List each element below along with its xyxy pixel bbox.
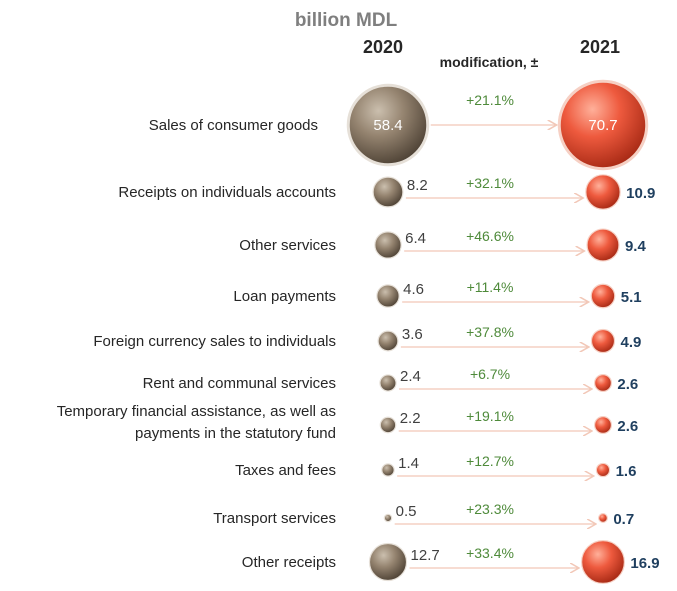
change-label: +46.6% bbox=[466, 228, 514, 244]
change-label: +33.4% bbox=[466, 545, 514, 561]
category-label: Other services bbox=[239, 237, 336, 254]
value-2021: 1.6 bbox=[616, 463, 637, 480]
change-label: +19.1% bbox=[466, 408, 514, 424]
value-2020: 12.7 bbox=[411, 547, 440, 564]
category-label: Other receipts bbox=[242, 554, 336, 571]
bubble-2021 bbox=[595, 375, 612, 392]
change-label: +6.7% bbox=[470, 366, 510, 382]
category-label: Receipts on individuals accounts bbox=[118, 184, 336, 201]
value-2021: 16.9 bbox=[630, 555, 659, 572]
bubble-2021 bbox=[591, 284, 614, 307]
bubble-2020 bbox=[378, 331, 398, 351]
value-2021: 0.7 bbox=[613, 511, 634, 528]
bubble-2020 bbox=[369, 543, 406, 580]
value-2020: 58.4 bbox=[373, 117, 402, 134]
header-2021: 2021 bbox=[580, 37, 620, 57]
category-label: Foreign currency sales to individuals bbox=[93, 333, 336, 350]
value-2020: 6.4 bbox=[405, 230, 426, 247]
category-label: payments in the statutory fund bbox=[135, 425, 336, 442]
bubble-2021 bbox=[595, 417, 612, 434]
value-2020: 8.2 bbox=[407, 177, 428, 194]
change-label: +12.7% bbox=[466, 453, 514, 469]
category-label: Temporary financial assistance, as well … bbox=[57, 403, 336, 420]
value-2021: 70.7 bbox=[588, 117, 617, 134]
chart-title: billion MDL bbox=[295, 10, 398, 31]
bubble-2020 bbox=[373, 177, 403, 207]
change-label: +32.1% bbox=[466, 175, 514, 191]
value-2021: 4.9 bbox=[621, 334, 642, 351]
header-2020: 2020 bbox=[363, 37, 403, 57]
value-2020: 1.4 bbox=[398, 455, 419, 472]
bubble-2021 bbox=[587, 229, 619, 261]
category-label: Loan payments bbox=[233, 288, 336, 305]
value-2020: 2.2 bbox=[400, 410, 421, 427]
category-label: Sales of consumer goods bbox=[149, 117, 318, 134]
value-2020: 2.4 bbox=[400, 368, 421, 385]
value-2020: 3.6 bbox=[402, 326, 423, 343]
value-2021: 9.4 bbox=[625, 238, 647, 255]
value-2021: 2.6 bbox=[617, 376, 638, 393]
category-label: Transport services bbox=[213, 510, 336, 527]
change-label: +37.8% bbox=[466, 324, 514, 340]
value-2021: 5.1 bbox=[621, 289, 642, 306]
bubble-2021 bbox=[586, 175, 620, 209]
category-label: Taxes and fees bbox=[235, 462, 336, 479]
bubble-2020 bbox=[382, 464, 394, 476]
change-label: +23.3% bbox=[466, 501, 514, 517]
bubble-2020 bbox=[384, 514, 391, 521]
bubble-2021 bbox=[582, 541, 625, 584]
header-modification: modification, ± bbox=[440, 54, 539, 70]
value-2021: 10.9 bbox=[626, 185, 655, 202]
bubble-2020 bbox=[375, 232, 401, 258]
change-label: +11.4% bbox=[467, 279, 514, 295]
bubble-2021 bbox=[599, 514, 608, 523]
bubble-2020 bbox=[380, 417, 395, 432]
category-label: Rent and communal services bbox=[143, 375, 336, 392]
value-2021: 2.6 bbox=[617, 418, 638, 435]
bubble-2020 bbox=[377, 285, 399, 307]
chart-rows: Sales of consumer goods 58.4 70.7 +21.1% Rec… bbox=[57, 81, 660, 583]
bubble-2021 bbox=[591, 329, 614, 352]
bubble-2020 bbox=[380, 375, 396, 391]
bubble-2021 bbox=[596, 463, 609, 476]
change-label: +21.1% bbox=[466, 92, 514, 108]
value-2020: 0.5 bbox=[396, 503, 417, 520]
value-2020: 4.6 bbox=[403, 281, 424, 298]
